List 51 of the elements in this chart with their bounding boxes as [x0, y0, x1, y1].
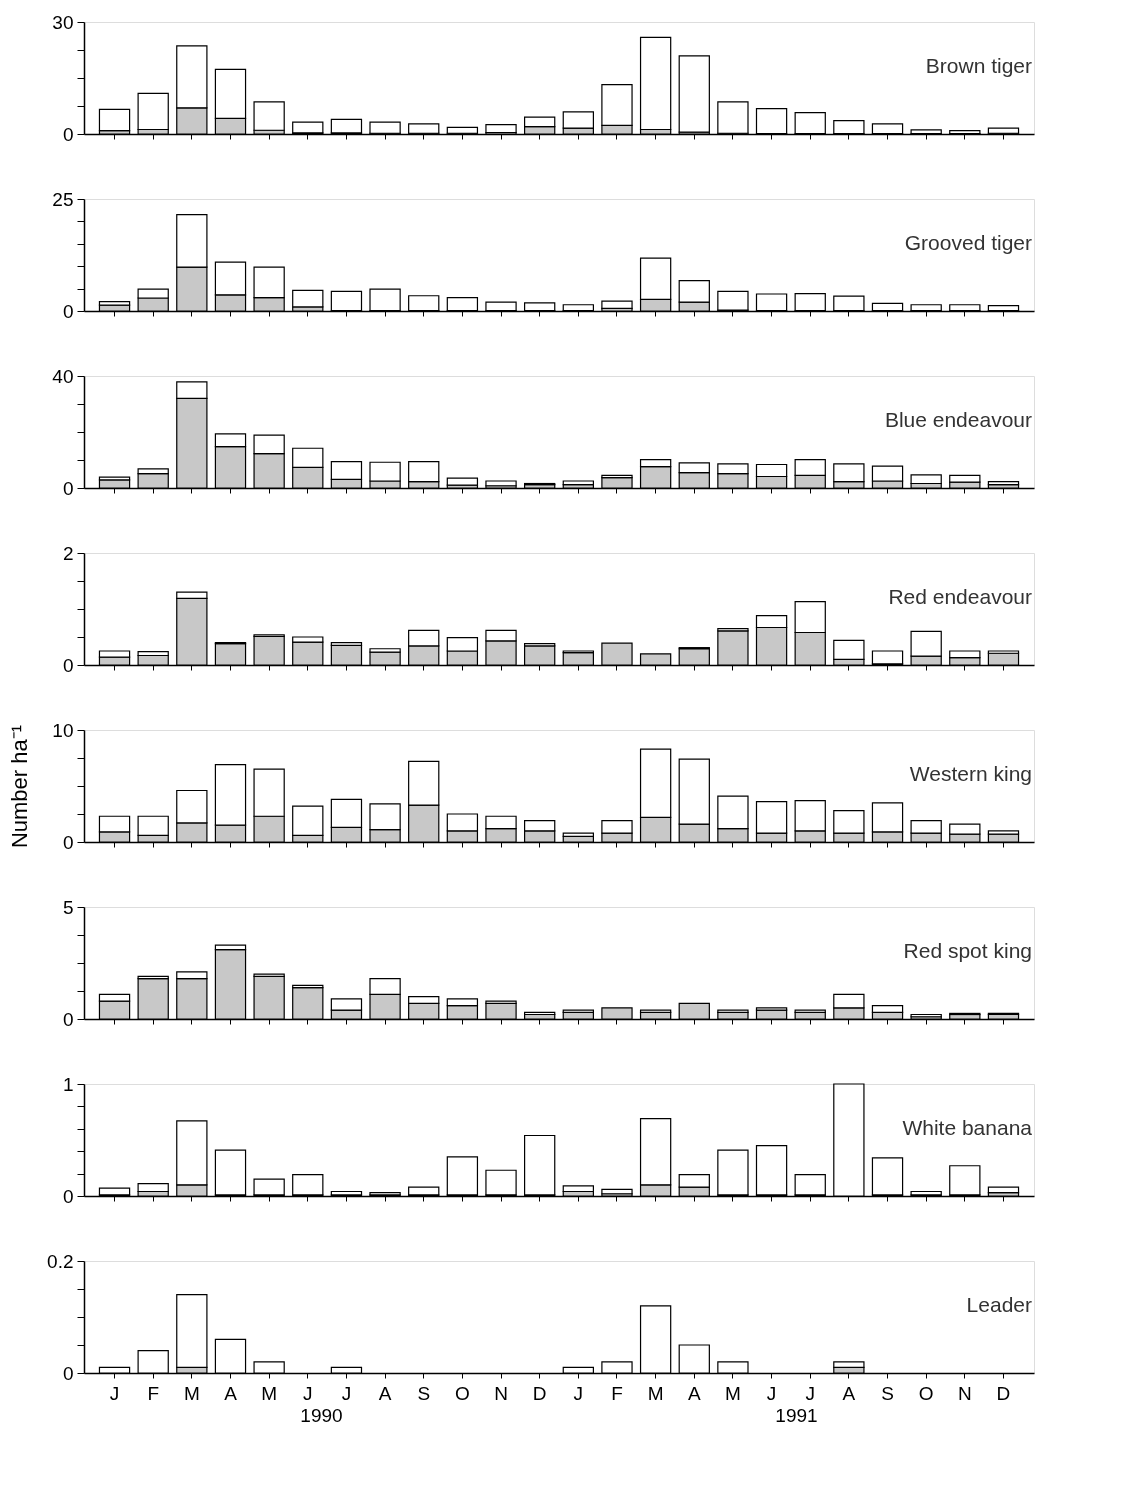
x-tick-label: N — [494, 1382, 508, 1404]
y-tick-label: 30 — [52, 11, 74, 33]
x-tick-label: F — [611, 1382, 623, 1404]
y-tick-label: 5 — [62, 896, 74, 918]
text: Brown tiger — [925, 53, 1032, 77]
y-tick-label: 2 — [62, 542, 74, 564]
x-tick-label: J — [573, 1382, 584, 1404]
y-tick-label: 0 — [62, 1362, 74, 1384]
x-tick-label: D — [996, 1382, 1011, 1404]
x-tick-label: A — [687, 1382, 701, 1404]
x-tick-label: D — [532, 1382, 547, 1404]
y-tick-label: 10 — [52, 719, 74, 741]
x-tick-label: A — [842, 1382, 856, 1404]
x-tick-label: J — [303, 1382, 313, 1404]
y-tick-label: 0.2 — [47, 1250, 74, 1272]
x-tick-label: N — [957, 1382, 972, 1404]
y-tick-label: 0 — [62, 477, 74, 499]
y-tick-label: 0 — [62, 123, 74, 145]
text: 1991 — [775, 1405, 818, 1426]
x-tick-label: J — [805, 1382, 815, 1404]
y-tick-label: 25 — [52, 188, 74, 210]
x-tick-label: A — [378, 1382, 392, 1404]
y-tick-label: 0 — [62, 1008, 74, 1030]
y-tick-label: 0 — [62, 1185, 74, 1207]
y-tick-label: 40 — [52, 365, 74, 387]
text: Leader — [966, 1292, 1033, 1316]
y-axis-title: Number ha⁻¹ — [7, 724, 33, 849]
text: Grooved tiger — [904, 230, 1032, 254]
x-tick-label: M — [647, 1382, 664, 1404]
text: Blue endeavour — [884, 407, 1032, 431]
x-tick-label: F — [147, 1382, 159, 1404]
x-tick-label: J — [109, 1382, 120, 1404]
text: 1990 — [300, 1405, 343, 1426]
text: Red spot king — [903, 938, 1032, 962]
x-tick-label: S — [417, 1382, 431, 1404]
text: Red endeavour — [888, 584, 1032, 608]
x-tick-label: A — [224, 1382, 238, 1404]
x-tick-label: M — [183, 1382, 200, 1404]
text: Western king — [909, 761, 1032, 785]
x-tick-label: O — [454, 1382, 470, 1404]
y-tick-label: 0 — [62, 654, 74, 676]
text: White banana — [902, 1115, 1033, 1139]
x-tick-label: S — [881, 1382, 894, 1404]
y-tick-label: 0 — [62, 300, 74, 322]
x-tick-label: J — [341, 1382, 352, 1404]
y-tick-label: 1 — [62, 1073, 74, 1095]
x-tick-label: O — [918, 1382, 934, 1404]
x-tick-label: M — [261, 1382, 278, 1404]
x-tick-label: M — [725, 1382, 741, 1404]
y-tick-label: 0 — [62, 831, 74, 853]
x-tick-label: J — [766, 1382, 777, 1404]
